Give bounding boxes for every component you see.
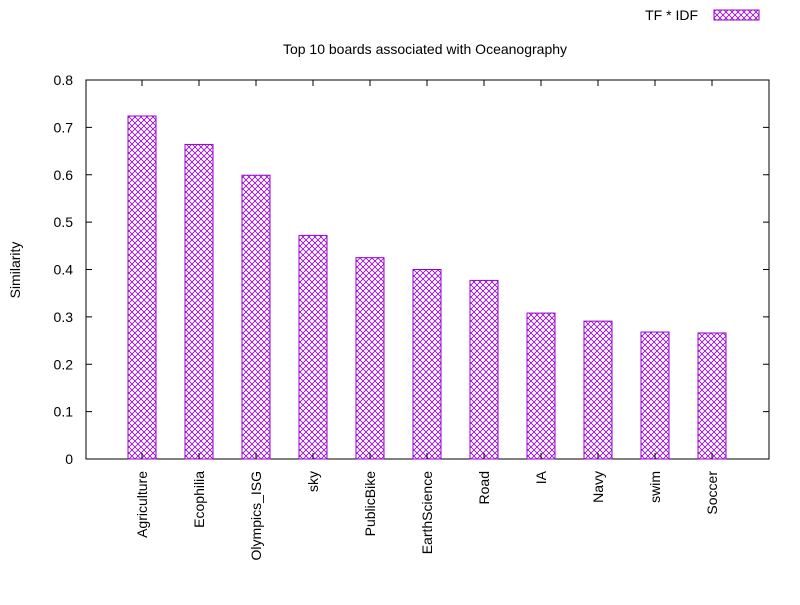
x-tick-label: PublicBike [362, 471, 378, 537]
y-tick-label: 0.6 [54, 167, 74, 183]
x-tick-label: Agriculture [134, 471, 150, 538]
x-tick-label: Soccer [704, 471, 720, 515]
bar-road [469, 279, 499, 460]
bar-navy [583, 320, 613, 460]
y-tick-label: 0.4 [54, 262, 74, 278]
y-tick-label: 0.1 [54, 404, 74, 420]
x-tick-label: Road [476, 471, 492, 504]
bar-olympics-isg [241, 174, 271, 460]
x-tick-label: EarthScience [419, 471, 435, 554]
y-tick-label: 0 [65, 451, 73, 467]
x-tick-label: Ecophilia [191, 471, 207, 528]
y-axis-label: Similarity [7, 242, 23, 299]
bar-ecophilia [184, 143, 214, 460]
y-tick-label: 0.2 [54, 356, 74, 372]
bar-earthscience [412, 269, 442, 460]
bar-swim [640, 331, 670, 460]
y-tick-label: 0.8 [54, 72, 74, 88]
bar-soccer [697, 332, 727, 460]
x-tick-label: Navy [590, 471, 606, 503]
y-tick-label: 0.3 [54, 309, 74, 325]
bars-group [127, 115, 727, 460]
legend: TF * IDF [645, 7, 760, 23]
x-tick-label: IA [533, 470, 549, 484]
legend-label: TF * IDF [645, 7, 698, 23]
x-tick-label: swim [647, 471, 663, 503]
x-tick-label: sky [305, 471, 321, 492]
bar-agriculture [127, 115, 157, 460]
bar-ia [526, 312, 556, 460]
x-axis: Agriculture Ecophilia Olympics_ISG sky Publi… [134, 80, 720, 560]
bar-publicbike [355, 257, 385, 460]
y-axis: 0 0.1 0.2 0.3 0.4 0.5 0.6 0.7 0.8 [54, 72, 769, 467]
y-tick-label: 0.5 [54, 214, 74, 230]
bar-sky [298, 234, 328, 460]
chart-title: Top 10 boards associated with Oceanograp… [283, 41, 567, 57]
legend-swatch [713, 9, 760, 21]
x-tick-label: Olympics_ISG [248, 471, 264, 560]
y-tick-label: 0.7 [54, 119, 74, 135]
